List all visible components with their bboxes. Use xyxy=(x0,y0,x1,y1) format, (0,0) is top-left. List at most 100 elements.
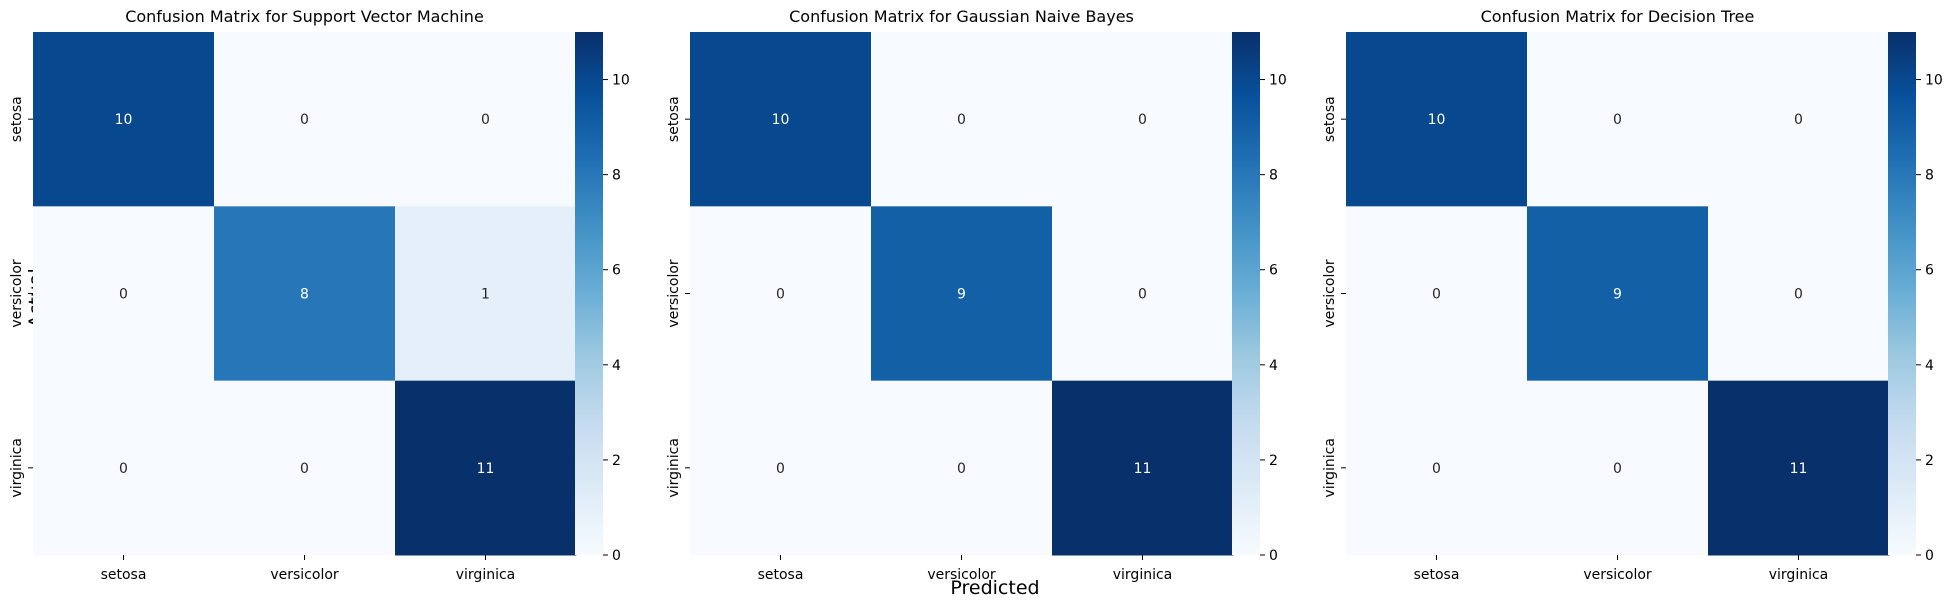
cell-value-label: 0 xyxy=(119,461,128,477)
heatmap-cell xyxy=(1708,32,1890,207)
heatmap-panel-2: Confusion Matrix for Gaussian Naive Baye… xyxy=(666,7,1287,583)
cell-value-label: 0 xyxy=(1794,287,1803,303)
x-tick-label: virginica xyxy=(456,567,516,583)
heatmap-cell xyxy=(1708,380,1890,556)
x-tick-label: setosa xyxy=(101,567,147,583)
colorbar-tick-label: 4 xyxy=(1925,358,1934,374)
cell-value-label: 0 xyxy=(1432,461,1441,477)
colorbar-tick-label: 8 xyxy=(612,168,621,184)
colorbar-tick-label: 10 xyxy=(612,73,630,89)
heatmap-cell xyxy=(33,380,215,556)
heatmap-cell xyxy=(1527,380,1709,556)
y-tick-label: setosa xyxy=(666,96,682,142)
heatmap-cell xyxy=(1708,206,1890,382)
y-tick-label: virginica xyxy=(9,438,25,498)
chart-title: Confusion Matrix for Support Vector Mach… xyxy=(125,7,484,26)
colorbar-tick-label: 10 xyxy=(1925,73,1943,89)
colorbar-tick-label: 0 xyxy=(1925,548,1934,564)
chart-title: Confusion Matrix for Gaussian Naive Baye… xyxy=(789,7,1134,26)
cell-value-label: 0 xyxy=(957,461,966,477)
heatmap-cell xyxy=(690,206,872,382)
heatmap-cell xyxy=(1346,32,1528,207)
cell-value-label: 0 xyxy=(481,112,490,128)
colorbar-tick-label: 0 xyxy=(612,548,621,564)
cell-value-label: 0 xyxy=(1138,112,1147,128)
cell-value-label: 10 xyxy=(1428,112,1446,128)
cell-value-label: 1 xyxy=(481,287,490,303)
cell-value-label: 11 xyxy=(1790,461,1808,477)
heatmap-cell xyxy=(1527,206,1709,382)
heatmap-cell xyxy=(1052,32,1234,207)
y-tick-label: versicolor xyxy=(1322,259,1338,328)
y-tick-label: virginica xyxy=(666,438,682,498)
cell-value-label: 0 xyxy=(1613,461,1622,477)
heatmap-cell xyxy=(395,380,577,556)
y-tick-label: setosa xyxy=(9,96,25,142)
cell-value-label: 9 xyxy=(1613,287,1622,303)
chart-title: Confusion Matrix for Decision Tree xyxy=(1481,7,1755,26)
heatmap-cell xyxy=(1052,206,1234,382)
colorbar-tick-label: 0 xyxy=(1269,548,1278,564)
colorbar-tick-label: 2 xyxy=(612,453,621,469)
cell-value-label: 0 xyxy=(1613,112,1622,128)
y-tick-label: versicolor xyxy=(9,259,25,328)
cell-value-label: 0 xyxy=(300,461,309,477)
colorbar-tick-label: 2 xyxy=(1269,453,1278,469)
cell-value-label: 0 xyxy=(1432,287,1441,303)
cell-value-label: 0 xyxy=(776,287,785,303)
heatmap-cell xyxy=(871,206,1053,382)
x-tick-label: setosa xyxy=(758,567,804,583)
cell-value-label: 0 xyxy=(776,461,785,477)
x-tick-label: versicolor xyxy=(1583,567,1652,583)
colorbar-tick-label: 6 xyxy=(612,263,621,279)
heatmap-cell xyxy=(33,32,215,207)
cell-value-label: 0 xyxy=(957,112,966,128)
colorbar xyxy=(1232,32,1260,555)
cell-value-label: 0 xyxy=(119,287,128,303)
colorbar-tick-label: 4 xyxy=(1269,358,1278,374)
heatmap-cell xyxy=(871,32,1053,207)
heatmap-cell xyxy=(1346,206,1528,382)
colorbar-tick-label: 4 xyxy=(612,358,621,374)
x-tick-label: versicolor xyxy=(270,567,339,583)
colorbar xyxy=(575,32,603,555)
figure-xlabel: Predicted xyxy=(950,577,1039,599)
heatmap-cell xyxy=(1346,380,1528,556)
cell-value-label: 11 xyxy=(477,461,495,477)
colorbar-tick-label: 10 xyxy=(1269,73,1287,89)
cell-value-label: 11 xyxy=(1134,461,1152,477)
cell-value-label: 10 xyxy=(115,112,133,128)
heatmap-cell xyxy=(33,206,215,382)
cell-value-label: 10 xyxy=(772,112,790,128)
colorbar-tick-label: 2 xyxy=(1925,453,1934,469)
colorbar-tick-label: 6 xyxy=(1925,263,1934,279)
x-tick-label: virginica xyxy=(1769,567,1829,583)
cell-value-label: 9 xyxy=(957,287,966,303)
cell-value-label: 0 xyxy=(300,112,309,128)
colorbar-tick-label: 8 xyxy=(1925,168,1934,184)
cell-value-label: 0 xyxy=(1794,112,1803,128)
cell-value-label: 8 xyxy=(300,287,309,303)
heatmap-panel-1: Confusion Matrix for Support Vector Mach… xyxy=(9,7,630,583)
colorbar-tick-label: 8 xyxy=(1269,168,1278,184)
heatmap-cell xyxy=(871,380,1053,556)
colorbar xyxy=(1888,32,1916,555)
heatmap-cell xyxy=(690,32,872,207)
heatmap-cell xyxy=(395,32,577,207)
heatmap-cell xyxy=(214,206,396,382)
heatmap-panel-3: Confusion Matrix for Decision Tree 10 0 0 0 9… xyxy=(1322,7,1943,583)
y-tick-label: versicolor xyxy=(666,259,682,328)
heatmap-cell xyxy=(1052,380,1234,556)
y-tick-label: setosa xyxy=(1322,96,1338,142)
cell-value-label: 0 xyxy=(1138,287,1147,303)
heatmap-cell xyxy=(214,32,396,207)
x-tick-label: setosa xyxy=(1414,567,1460,583)
colorbar-tick-label: 6 xyxy=(1269,263,1278,279)
x-tick-label: versicolor xyxy=(927,567,996,583)
heatmap-cell xyxy=(1527,32,1709,207)
x-tick-label: virginica xyxy=(1113,567,1173,583)
heatmap-cell xyxy=(395,206,577,382)
heatmap-cell xyxy=(214,380,396,556)
y-tick-label: virginica xyxy=(1322,438,1338,498)
